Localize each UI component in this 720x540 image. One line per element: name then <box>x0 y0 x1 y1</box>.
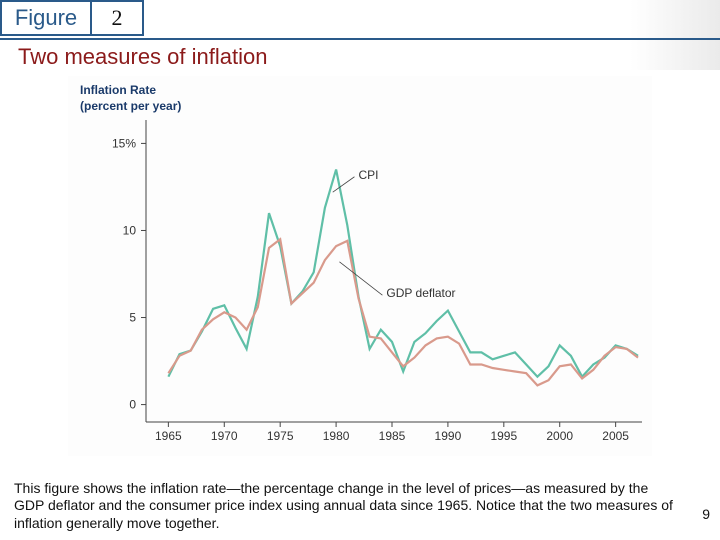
svg-text:0: 0 <box>129 398 136 412</box>
figure-tag: Figure 2 <box>0 0 144 36</box>
svg-text:1985: 1985 <box>379 429 406 443</box>
svg-text:1965: 1965 <box>155 429 182 443</box>
svg-text:15%: 15% <box>112 136 136 150</box>
svg-text:(percent per year): (percent per year) <box>80 99 181 113</box>
svg-text:1975: 1975 <box>267 429 294 443</box>
inflation-chart: Inflation Rate (percent per year) 0 5 10 15% 1… <box>68 76 652 456</box>
figure-word: Figure <box>0 0 92 36</box>
figure-number: 2 <box>92 0 144 36</box>
chart-svg: Inflation Rate (percent per year) 0 5 10 15% 1… <box>68 76 652 456</box>
svg-text:2005: 2005 <box>602 429 629 443</box>
svg-text:1990: 1990 <box>435 429 462 443</box>
figure-header: Figure 2 <box>0 0 720 40</box>
svg-text:1980: 1980 <box>323 429 350 443</box>
svg-text:1995: 1995 <box>490 429 517 443</box>
svg-text:1970: 1970 <box>211 429 238 443</box>
svg-text:GDP deflator: GDP deflator <box>386 286 455 300</box>
svg-text:2000: 2000 <box>546 429 573 443</box>
svg-text:10: 10 <box>123 223 137 237</box>
svg-text:Inflation Rate: Inflation Rate <box>80 83 156 97</box>
caption: This figure shows the inflation rate—the… <box>14 480 676 533</box>
svg-text:5: 5 <box>129 311 136 325</box>
subtitle: Two measures of inflation <box>18 44 267 70</box>
svg-text:CPI: CPI <box>358 168 378 182</box>
page-number: 9 <box>702 506 710 522</box>
